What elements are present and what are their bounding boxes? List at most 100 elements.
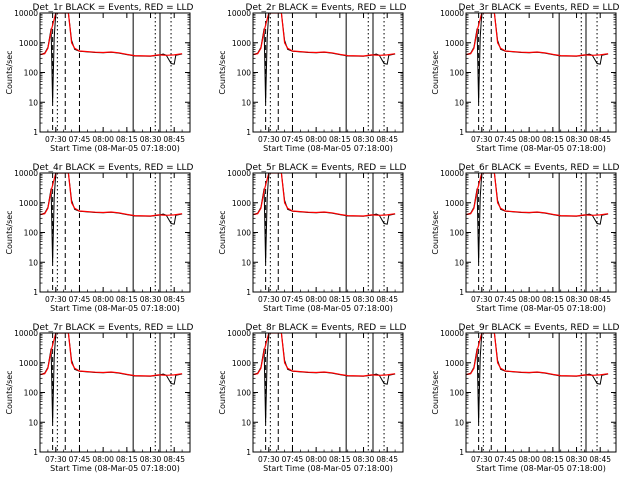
x-axis-label: Start Time (08-Mar-05 07:18:00)	[476, 464, 606, 473]
y-tick-label: 1	[459, 448, 464, 457]
x-axis-label: Start Time (08-Mar-05 07:18:00)	[476, 304, 606, 313]
y-axis-label: Counts/sec	[5, 50, 14, 94]
series-lld-line	[253, 13, 396, 57]
y-tick-label: 1000	[19, 199, 38, 208]
x-tick-label: 08:30	[353, 135, 375, 144]
series-lld-line	[466, 13, 609, 57]
y-tick-label: 1	[459, 128, 464, 137]
x-tick-label: 08:15	[329, 295, 351, 304]
panel-title: Det_1r BLACK = Events, RED = LLD	[33, 3, 194, 13]
x-tick-label: 07:30	[471, 455, 493, 464]
x-tick-label: 08:45	[589, 295, 611, 304]
y-tick-label: 100	[450, 69, 465, 78]
series-events-line	[466, 13, 609, 103]
panel-title: Det_5r BLACK = Events, RED = LLD	[246, 163, 407, 173]
y-tick-label: 10	[454, 258, 464, 267]
y-tick-label: 10000	[14, 169, 38, 178]
x-tick-label: 08:00	[305, 135, 327, 144]
panel-title: Det_3r BLACK = Events, RED = LLD	[459, 3, 620, 13]
x-tick-label: 08:00	[518, 295, 540, 304]
x-tick-label: 07:30	[258, 295, 280, 304]
y-tick-label: 100	[237, 69, 252, 78]
x-tick-label: 08:00	[305, 455, 327, 464]
panel: Det_1r BLACK = Events, RED = LLD 1 10 100 10…	[5, 3, 194, 153]
plot-frame	[465, 332, 617, 453]
x-tick-label: 08:30	[353, 295, 375, 304]
x-tick-label: 08:15	[116, 455, 138, 464]
y-tick-label: 100	[237, 389, 252, 398]
y-axis-label: Counts/sec	[431, 50, 440, 94]
panel-title: Det_8r BLACK = Events, RED = LLD	[246, 323, 407, 333]
plot-frame	[39, 332, 191, 453]
x-tick-label: 08:30	[566, 295, 588, 304]
x-tick-label: 07:30	[258, 135, 280, 144]
y-tick-label: 10	[454, 418, 464, 427]
y-tick-label: 1000	[232, 359, 251, 368]
plot-area	[40, 333, 183, 423]
plot-frame	[39, 172, 191, 293]
y-axis-label: Counts/sec	[431, 370, 440, 414]
y-axis-label: Counts/sec	[5, 370, 14, 414]
plot-area	[40, 13, 183, 103]
x-axis-label: Start Time (08-Mar-05 07:18:00)	[263, 144, 393, 153]
x-tick-label: 07:30	[258, 455, 280, 464]
x-tick-label: 08:00	[518, 455, 540, 464]
x-tick-label: 08:15	[116, 135, 138, 144]
y-tick-label: 100	[24, 389, 39, 398]
x-tick-label: 08:30	[140, 455, 162, 464]
x-tick-label: 08:15	[542, 455, 564, 464]
y-tick-label: 100	[450, 389, 465, 398]
y-tick-label: 1	[33, 288, 38, 297]
y-tick-label: 1	[33, 128, 38, 137]
x-tick-label: 07:30	[471, 295, 493, 304]
y-tick-label: 100	[24, 229, 39, 238]
plot-frame	[252, 332, 404, 453]
panel: Det_5r BLACK = Events, RED = LLD 1 10 100 10…	[218, 163, 407, 313]
series-lld-line	[253, 333, 396, 377]
x-axis-label: Start Time (08-Mar-05 07:18:00)	[263, 464, 393, 473]
y-tick-label: 1	[33, 448, 38, 457]
y-tick-label: 10000	[227, 329, 251, 338]
series-events-line	[253, 333, 396, 423]
y-tick-label: 1000	[19, 39, 38, 48]
series-events-line	[40, 333, 183, 423]
y-axis-label: Counts/sec	[218, 50, 227, 94]
y-tick-label: 1000	[232, 199, 251, 208]
y-tick-label: 100	[237, 229, 252, 238]
series-lld-line	[40, 333, 183, 377]
x-tick-label: 08:45	[163, 455, 185, 464]
y-tick-label: 1000	[445, 359, 464, 368]
x-tick-label: 08:30	[566, 135, 588, 144]
x-tick-label: 07:45	[495, 295, 517, 304]
x-tick-label: 08:30	[140, 295, 162, 304]
y-tick-label: 10	[28, 258, 38, 267]
panel-title: Det_4r BLACK = Events, RED = LLD	[33, 163, 194, 173]
x-axis-label: Start Time (08-Mar-05 07:18:00)	[50, 144, 180, 153]
x-tick-label: 08:15	[542, 295, 564, 304]
x-tick-label: 08:00	[92, 455, 114, 464]
x-tick-label: 08:15	[329, 135, 351, 144]
series-lld-line	[253, 173, 396, 217]
series-lld-line	[40, 173, 183, 217]
x-tick-label: 08:45	[163, 135, 185, 144]
series-events-line	[40, 173, 183, 263]
x-axis-label: Start Time (08-Mar-05 07:18:00)	[263, 304, 393, 313]
plot-frame	[252, 12, 404, 133]
x-tick-label: 08:45	[376, 455, 398, 464]
y-tick-label: 10	[241, 98, 251, 107]
x-tick-label: 07:45	[69, 455, 91, 464]
panel-title: Det_9r BLACK = Events, RED = LLD	[459, 323, 620, 333]
panel: Det_3r BLACK = Events, RED = LLD 1 10 100 10…	[431, 3, 620, 153]
y-tick-label: 10	[28, 98, 38, 107]
y-tick-label: 1000	[232, 39, 251, 48]
x-axis-label: Start Time (08-Mar-05 07:18:00)	[476, 144, 606, 153]
series-lld-line	[466, 333, 609, 377]
plot-area	[466, 333, 609, 423]
y-axis-label: Counts/sec	[218, 210, 227, 254]
series-events-line	[466, 173, 609, 263]
x-tick-label: 08:15	[329, 455, 351, 464]
y-tick-label: 100	[450, 229, 465, 238]
plot-frame	[39, 12, 191, 133]
y-tick-label: 10000	[227, 169, 251, 178]
x-tick-label: 07:45	[69, 135, 91, 144]
